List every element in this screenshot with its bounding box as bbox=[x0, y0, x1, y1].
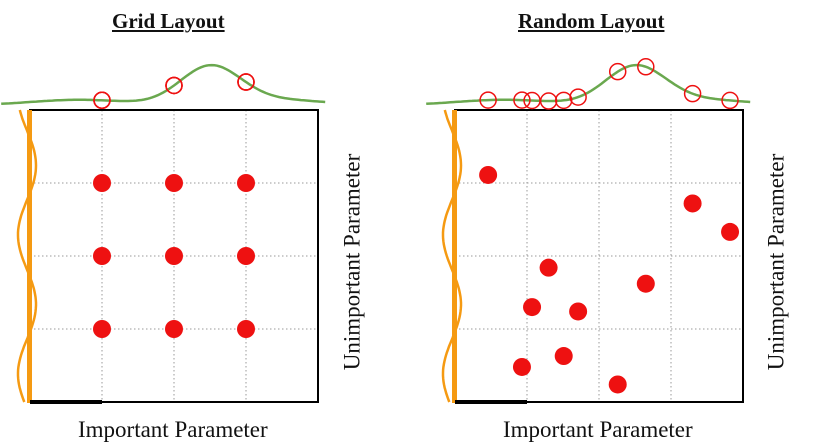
important-response-curve bbox=[426, 63, 751, 106]
sample-point bbox=[683, 194, 702, 213]
unimportant-response-curve bbox=[16, 109, 38, 403]
grid-y-axis-label: Unimportant Parameter bbox=[338, 153, 364, 371]
projected-sample-marker bbox=[608, 62, 627, 81]
important-response-curve bbox=[1, 63, 326, 106]
random-layout-panel bbox=[426, 58, 751, 404]
projected-sample-marker bbox=[539, 92, 558, 110]
sample-point bbox=[608, 375, 627, 394]
projected-sample-marker bbox=[721, 91, 739, 110]
projected-sample-marker bbox=[513, 91, 531, 109]
random-y-axis-label: Unimportant Parameter bbox=[762, 153, 788, 371]
projected-sample-marker bbox=[637, 58, 655, 76]
sample-point bbox=[237, 320, 255, 338]
random-x-axis-label: Important Parameter bbox=[503, 417, 693, 442]
sample-point bbox=[569, 302, 588, 321]
sample-point bbox=[721, 222, 740, 241]
sample-point bbox=[93, 320, 111, 338]
grid-layout-title: Grid Layout bbox=[112, 9, 225, 33]
random-layout-title: Random Layout bbox=[518, 9, 665, 33]
projected-sample-marker bbox=[569, 88, 587, 106]
sample-point bbox=[93, 174, 111, 192]
sample-point bbox=[237, 247, 255, 265]
unimportant-axis-bar bbox=[452, 110, 457, 403]
sample-point bbox=[554, 347, 573, 366]
sample-point bbox=[165, 174, 183, 192]
projected-sample-marker bbox=[479, 91, 497, 109]
sample-point bbox=[512, 357, 531, 376]
unimportant-axis-bar bbox=[27, 110, 32, 403]
sample-point bbox=[165, 247, 183, 265]
sample-point bbox=[237, 174, 255, 192]
grid-layout-panel bbox=[1, 63, 326, 404]
sample-point bbox=[523, 298, 542, 317]
grid-x-axis-label: Important Parameter bbox=[78, 417, 268, 442]
projected-sample-marker bbox=[237, 73, 255, 91]
projected-sample-marker bbox=[165, 76, 183, 95]
projected-sample-marker bbox=[93, 91, 111, 110]
sample-point bbox=[165, 320, 183, 338]
sample-point bbox=[479, 165, 498, 184]
sample-point bbox=[539, 258, 558, 277]
sample-point bbox=[636, 274, 655, 293]
sample-point bbox=[93, 247, 111, 265]
unimportant-response-curve bbox=[441, 109, 463, 403]
projected-sample-marker bbox=[554, 91, 573, 110]
projected-sample-marker bbox=[683, 84, 702, 103]
